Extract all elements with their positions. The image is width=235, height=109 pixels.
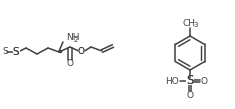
Text: CH: CH	[183, 19, 196, 27]
Text: O: O	[78, 48, 85, 56]
FancyBboxPatch shape	[186, 77, 194, 84]
Text: 2: 2	[74, 37, 78, 43]
Text: NH: NH	[66, 33, 79, 43]
Text: HO: HO	[165, 77, 179, 85]
Text: O: O	[78, 48, 85, 56]
Text: S: S	[186, 74, 194, 88]
Text: S: S	[13, 47, 19, 57]
Text: O: O	[67, 60, 74, 68]
Text: O: O	[187, 91, 193, 100]
Text: S: S	[13, 47, 19, 57]
FancyBboxPatch shape	[12, 49, 20, 55]
Text: S: S	[186, 74, 194, 88]
FancyBboxPatch shape	[78, 49, 85, 55]
Text: O: O	[200, 77, 208, 85]
Text: 3: 3	[193, 22, 198, 28]
Text: S: S	[2, 48, 8, 56]
